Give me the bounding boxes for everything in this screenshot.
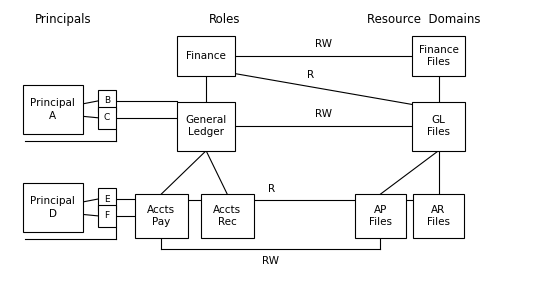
Text: Principal
D: Principal D — [31, 196, 75, 219]
Text: Principals: Principals — [34, 13, 91, 26]
FancyBboxPatch shape — [98, 205, 116, 227]
Text: E: E — [104, 194, 109, 204]
Text: RW: RW — [315, 109, 332, 119]
Text: R: R — [307, 70, 314, 80]
Text: Finance
Files: Finance Files — [419, 45, 459, 67]
Text: AP
Files: AP Files — [369, 205, 392, 227]
Text: Resource  Domains: Resource Domains — [367, 13, 481, 26]
FancyBboxPatch shape — [135, 194, 188, 238]
FancyBboxPatch shape — [413, 194, 464, 238]
FancyBboxPatch shape — [201, 194, 254, 238]
FancyBboxPatch shape — [98, 188, 116, 210]
Text: Accts
Pay: Accts Pay — [147, 205, 175, 227]
Text: Roles: Roles — [209, 13, 240, 26]
FancyBboxPatch shape — [98, 90, 116, 112]
Text: Principal
A: Principal A — [31, 98, 75, 121]
Text: RW: RW — [262, 256, 279, 266]
FancyBboxPatch shape — [23, 183, 84, 232]
Text: General
Ledger: General Ledger — [185, 115, 227, 137]
FancyBboxPatch shape — [177, 102, 235, 151]
Text: F: F — [104, 211, 109, 221]
Text: R: R — [268, 184, 275, 194]
FancyBboxPatch shape — [355, 194, 405, 238]
FancyBboxPatch shape — [412, 36, 465, 76]
Text: C: C — [103, 113, 110, 122]
Text: B: B — [103, 96, 110, 106]
FancyBboxPatch shape — [412, 102, 465, 151]
Text: Finance: Finance — [186, 51, 226, 61]
FancyBboxPatch shape — [177, 36, 235, 76]
Text: AR
Files: AR Files — [427, 205, 450, 227]
FancyBboxPatch shape — [23, 85, 84, 134]
Text: RW: RW — [315, 39, 332, 49]
Text: GL
Files: GL Files — [427, 115, 450, 137]
FancyBboxPatch shape — [98, 107, 116, 129]
Text: Accts
Rec: Accts Rec — [213, 205, 241, 227]
